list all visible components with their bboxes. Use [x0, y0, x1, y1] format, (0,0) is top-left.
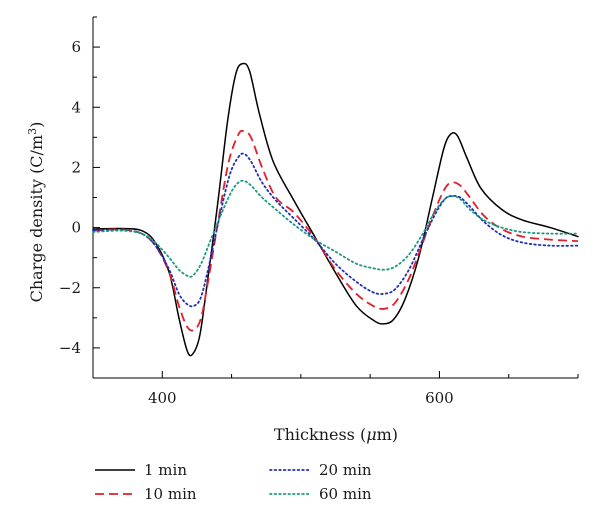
series-line-4	[92, 179, 579, 278]
legend-label: 10 min	[144, 485, 197, 503]
y-tick-label: 0	[71, 219, 81, 237]
legend-item-4: 60 min	[269, 485, 372, 503]
legend-item-3: 20 min	[269, 461, 372, 479]
y-tick-label: 4	[71, 98, 81, 116]
legend-label: 60 min	[319, 485, 372, 503]
legend: 1 min 10 min 20 min 60 min	[95, 461, 372, 503]
legend-label: 20 min	[319, 461, 372, 479]
y-tick-label: 6	[71, 38, 81, 56]
y-axis-label: Charge density (C/m3)	[26, 122, 47, 303]
y-tick-label: 2	[71, 158, 81, 176]
legend-item-2: 10 min	[95, 485, 197, 503]
plot-frame	[92, 17, 578, 379]
x-axis-label: Thickness (μm)	[274, 425, 398, 444]
series-line-3	[92, 152, 579, 308]
x-tick-label: 400	[148, 389, 177, 407]
axis-ticks	[92, 16, 579, 379]
series-line-1	[92, 62, 579, 357]
series-line-2	[92, 129, 579, 332]
legend-label: 1 min	[144, 461, 187, 479]
series-lines	[92, 62, 579, 357]
tick-labels: −4 −2 0 2 4 6 400 600	[59, 38, 454, 407]
legend-item-1: 1 min	[95, 461, 187, 479]
y-tick-label: −2	[59, 279, 81, 297]
y-tick-label: −4	[59, 339, 81, 357]
x-tick-label: 600	[425, 389, 454, 407]
